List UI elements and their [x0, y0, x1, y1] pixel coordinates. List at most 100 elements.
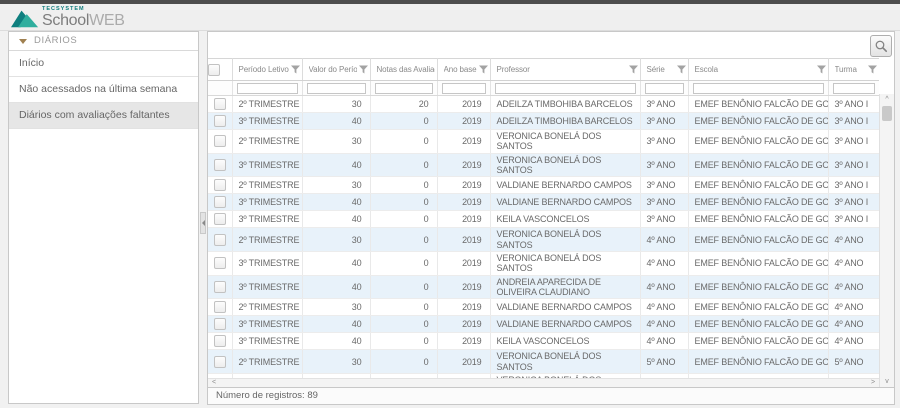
filter-input-escola[interactable] — [692, 82, 824, 94]
scroll-right-icon[interactable]: > — [870, 379, 876, 386]
search-icon — [875, 40, 887, 52]
cell-professor: VERONICA BONELÁ DOS SANTOS — [490, 227, 641, 253]
cell-escola: EMEF BENÔNIO FALCÃO DE GOUVÊA — [688, 251, 829, 276]
cell-periodo: 3º TRIMESTRE — [232, 251, 303, 276]
filter-icon[interactable] — [358, 65, 368, 74]
row-checkbox[interactable] — [213, 355, 226, 368]
table-row[interactable]: 2º TRIMESTRE 30 0 2019 VERONICA BONELÁ D… — [208, 227, 879, 253]
sidebar-item-avaliacoes-faltantes[interactable]: Diários com avaliações faltantes — [9, 103, 198, 129]
table-row[interactable]: 2º TRIMESTRE 30 0 2019 VERONICA BONELÁ D… — [208, 129, 879, 154]
table-row[interactable]: 3º TRIMESTRE 40 0 2019 VERONICA BONELÁ D… — [208, 373, 879, 378]
table-row[interactable]: 3º TRIMESTRE 40 0 2019 VALDIANE BERNARDO… — [208, 315, 879, 334]
cell-ano: 2019 — [437, 112, 491, 130]
cell-valor: 30 — [302, 129, 371, 154]
cell-ano: 2019 — [437, 193, 491, 212]
row-checkbox[interactable] — [213, 318, 226, 331]
table-row[interactable]: 3º TRIMESTRE 40 0 2019 VERONICA BONELÁ D… — [208, 153, 879, 178]
filter-input-turma[interactable] — [832, 82, 875, 94]
cell-escola: EMEF BENÔNIO FALCÃO DE GOUVÊA — [688, 315, 829, 334]
filter-input-serie[interactable] — [644, 82, 684, 94]
column-header-serie[interactable]: Série — [640, 58, 689, 81]
search-button[interactable] — [870, 35, 892, 57]
diaries-table: Período Letivo Valor do Período Notas da… — [208, 58, 879, 378]
cell-professor: ANDREIA APARECIDA DE OLIVEIRA CLAUDIANO — [490, 275, 641, 300]
filter-icon[interactable] — [628, 65, 638, 74]
cell-select — [208, 153, 233, 178]
row-checkbox[interactable] — [213, 301, 226, 314]
scroll-up-icon[interactable]: ^ — [885, 96, 889, 103]
column-header-escola[interactable]: Escola — [688, 58, 829, 81]
filter-input-notas[interactable] — [374, 82, 433, 94]
sidebar: DIÁRIOS Início Não acessados na última s… — [8, 31, 199, 404]
cell-serie: 3º ANO — [640, 153, 689, 178]
cell-notas: 0 — [370, 349, 438, 375]
cell-ano: 2019 — [437, 251, 491, 276]
row-checkbox[interactable] — [213, 281, 226, 294]
cell-serie: 3º ANO — [640, 112, 689, 130]
filter-icon[interactable] — [478, 65, 488, 74]
row-checkbox[interactable] — [213, 135, 226, 148]
logo-text: TECSYSTEM SchoolWEB — [42, 6, 125, 30]
grid-toolbar — [208, 32, 894, 58]
column-header-notas[interactable]: Notas das Avaliações — [370, 58, 438, 81]
column-header-ano[interactable]: Ano base — [437, 58, 491, 81]
cell-ano: 2019 — [437, 227, 491, 253]
sidebar-item-inicio[interactable]: Início — [9, 51, 198, 77]
cell-periodo: 2º TRIMESTRE — [232, 349, 303, 375]
vertical-scrollbar[interactable]: ^ v — [879, 94, 894, 387]
column-header-periodo[interactable]: Período Letivo — [232, 58, 303, 81]
row-checkbox[interactable] — [213, 257, 226, 270]
filter-input-valor[interactable] — [306, 82, 366, 94]
sidebar-splitter-handle[interactable] — [200, 212, 206, 234]
filter-input-periodo[interactable] — [236, 82, 298, 94]
cell-valor: 40 — [302, 193, 371, 212]
sidebar-item-nao-acessados[interactable]: Não acessados na última semana — [9, 77, 198, 103]
row-checkbox[interactable] — [213, 213, 226, 226]
filter-icon[interactable] — [867, 65, 877, 74]
filter-icon[interactable] — [290, 65, 300, 74]
filter-input-ano[interactable] — [441, 82, 486, 94]
horizontal-scrollbar[interactable]: < > — [208, 378, 879, 387]
filter-icon[interactable] — [816, 65, 826, 74]
row-checkbox[interactable] — [213, 98, 226, 110]
cell-ano: 2019 — [437, 95, 491, 113]
cell-periodo: 3º TRIMESTRE — [232, 112, 303, 130]
table-row[interactable]: 3º TRIMESTRE 40 0 2019 KEILA VASCONCELOS… — [208, 210, 879, 229]
row-checkbox[interactable] — [213, 179, 226, 192]
cell-ano: 2019 — [437, 315, 491, 334]
row-checkbox[interactable] — [213, 335, 226, 348]
filter-icon[interactable] — [676, 65, 686, 74]
column-header-professor[interactable]: Professor — [490, 58, 641, 81]
cell-periodo: 3º TRIMESTRE — [232, 332, 303, 351]
cell-professor: VERONICA BONELÁ DOS SANTOS — [490, 129, 641, 154]
table-row[interactable]: 3º TRIMESTRE 40 0 2019 ADEILZA TIMBOHIBA… — [208, 112, 879, 130]
column-header-turma[interactable]: Turma — [828, 58, 879, 81]
scroll-left-icon[interactable]: < — [211, 379, 217, 386]
logo-icon — [11, 10, 39, 28]
row-checkbox[interactable] — [213, 115, 226, 127]
cell-escola: EMEF BENÔNIO FALCÃO DE GOUVÊA — [688, 373, 829, 378]
table-row[interactable]: 2º TRIMESTRE 30 0 2019 VALDIANE BERNARDO… — [208, 176, 879, 195]
cell-notas: 0 — [370, 298, 438, 317]
cell-periodo: 3º TRIMESTRE — [232, 373, 303, 378]
select-all-checkbox[interactable] — [208, 63, 220, 76]
filter-input-professor[interactable] — [494, 82, 636, 94]
vertical-scrollbar-thumb[interactable] — [882, 106, 892, 121]
cell-turma: 4º ANO — [828, 298, 879, 317]
cell-valor: 40 — [302, 210, 371, 229]
table-row[interactable]: 2º TRIMESTRE 30 0 2019 VALDIANE BERNARDO… — [208, 298, 879, 317]
table-row[interactable]: 3º TRIMESTRE 40 0 2019 VALDIANE BERNARDO… — [208, 193, 879, 212]
table-row[interactable]: 3º TRIMESTRE 40 0 2019 ANDREIA APARECIDA… — [208, 275, 879, 300]
table-row[interactable]: 2º TRIMESTRE 30 20 2019 ADEILZA TIMBOHIB… — [208, 95, 879, 113]
table-row[interactable]: 2º TRIMESTRE 30 0 2019 VERONICA BONELÁ D… — [208, 349, 879, 375]
table-row[interactable]: 3º TRIMESTRE 40 0 2019 KEILA VASCONCELOS… — [208, 332, 879, 351]
sidebar-group-diarios[interactable]: DIÁRIOS — [9, 32, 198, 51]
row-checkbox[interactable] — [213, 196, 226, 209]
column-header-valor[interactable]: Valor do Período — [302, 58, 371, 81]
cell-escola: EMEF BENÔNIO FALCÃO DE GOUVÊA — [688, 332, 829, 351]
row-checkbox[interactable] — [213, 233, 226, 246]
row-checkbox[interactable] — [213, 159, 226, 172]
logo-product-name: SchoolWEB — [42, 12, 125, 29]
table-row[interactable]: 3º TRIMESTRE 40 0 2019 VERONICA BONELÁ D… — [208, 251, 879, 276]
scroll-down-icon[interactable]: v — [885, 378, 889, 385]
